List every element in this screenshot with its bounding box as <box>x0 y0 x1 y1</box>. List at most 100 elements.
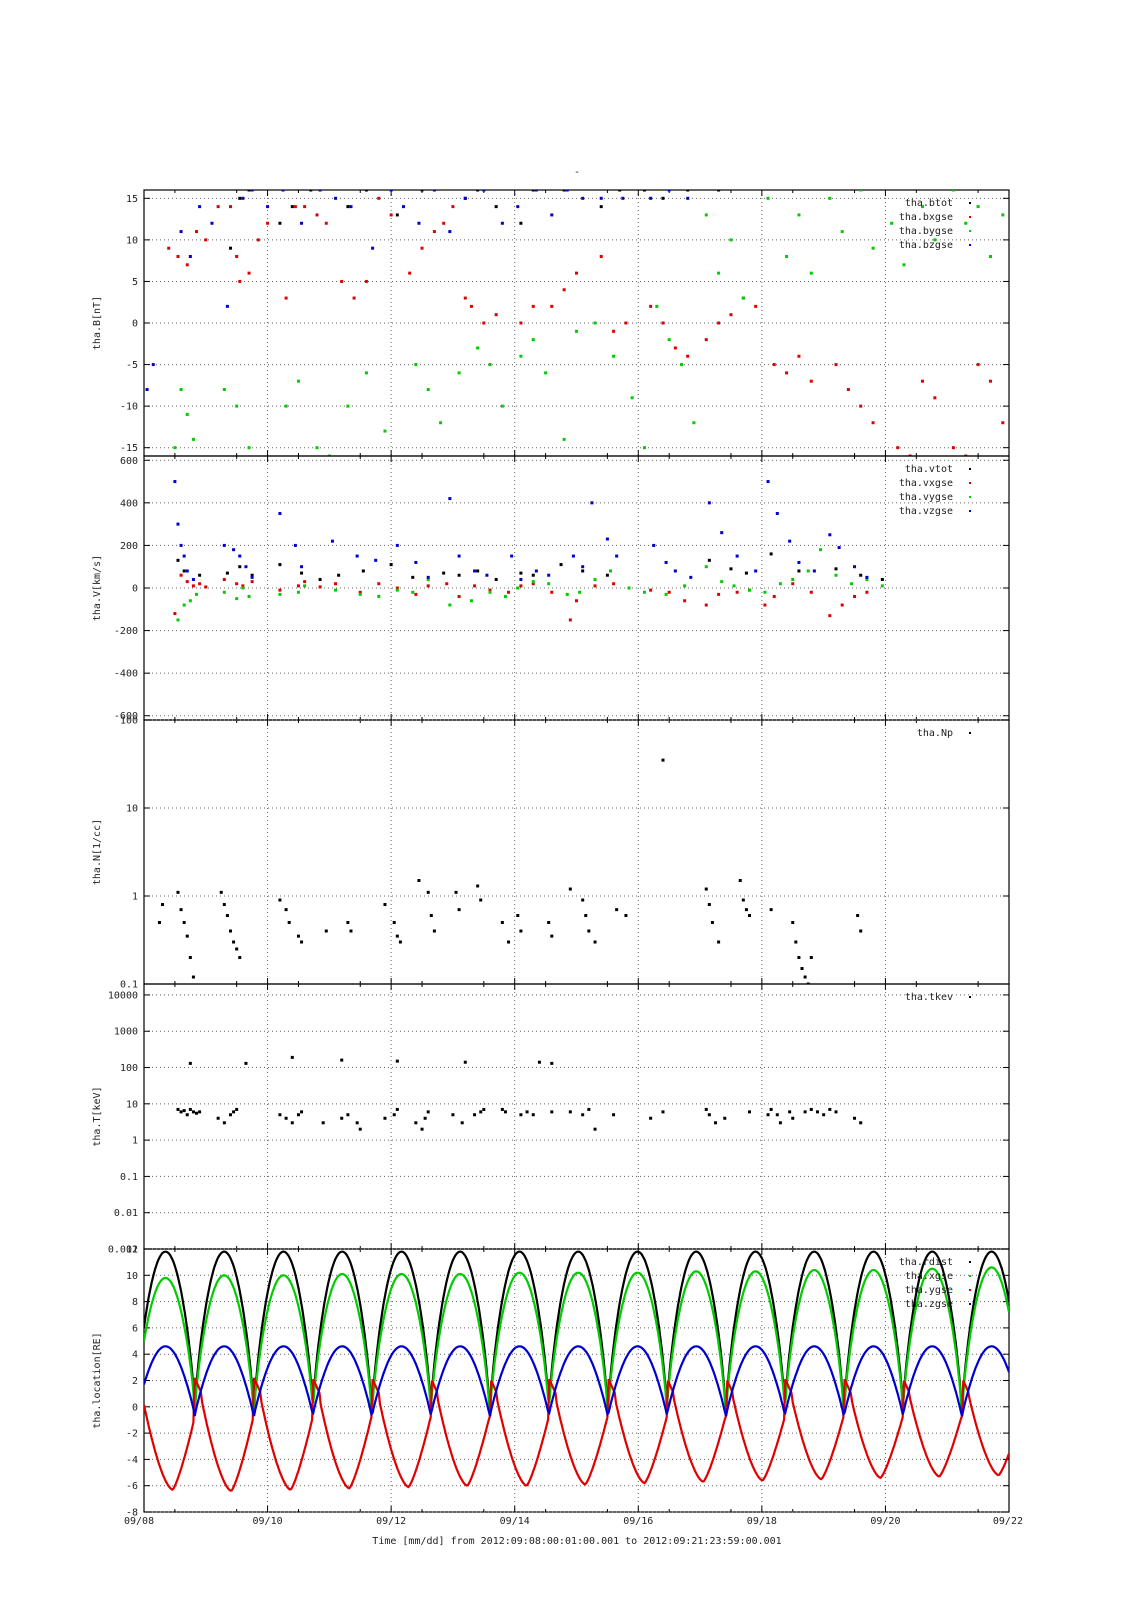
panel-3: 100 10 1 0.1 tha.N[1/cc] tha.Np <box>92 716 1010 991</box>
data-point-tha-tkev <box>519 1113 523 1117</box>
data-point-tha-vzgse <box>510 554 514 558</box>
legend-label: tha.rdist <box>899 1257 953 1268</box>
data-point-tha-bxgse <box>420 246 424 250</box>
data-point-tha-bxgse <box>908 454 912 456</box>
data-point-tha-vzgse <box>547 573 551 577</box>
data-point-tha-bxgse <box>482 321 486 325</box>
data-point-tha-Np <box>479 898 483 902</box>
data-point-tha-Np <box>587 929 591 933</box>
y-tick-label: -6 <box>126 1481 138 1492</box>
data-point-tha-bygse <box>976 205 980 209</box>
y-tick-label: 0.1 <box>120 1172 138 1183</box>
data-point-tha-vxgse <box>250 580 254 584</box>
data-point-tha-vxgse <box>334 582 338 586</box>
data-point-tha-bxgse <box>951 446 955 450</box>
data-point-tha-bzgse <box>686 196 690 200</box>
data-point-tha-vzgse <box>615 554 619 558</box>
data-point-tha-vygse <box>778 582 782 586</box>
data-point-tha-vtot <box>182 569 186 573</box>
data-point-tha-bxgse <box>921 379 924 383</box>
data-point-tha-vygse <box>547 582 551 586</box>
data-point-tha-vzgse <box>176 522 180 526</box>
data-point-tha-vygse <box>806 569 810 573</box>
data-point-tha-vygse <box>278 592 282 596</box>
data-point-tha-vzgse <box>232 548 236 552</box>
data-point-tha-bygse <box>680 363 684 367</box>
data-point-tha-tkev <box>321 1121 325 1125</box>
data-point-tha-vygse <box>763 590 767 594</box>
data-point-tha-bygse <box>809 271 813 275</box>
legend-marker <box>969 1261 971 1263</box>
legend-marker <box>969 996 971 998</box>
data-point-tha-vzgse <box>173 480 177 484</box>
data-point-tha-vygse <box>608 569 612 573</box>
y-tick-label: -200 <box>114 626 138 637</box>
data-point-tha-vygse <box>296 590 300 594</box>
data-point-tha-vygse <box>334 588 338 592</box>
data-point-tha-vtot <box>859 573 863 577</box>
data-point-tha-vtot <box>442 571 446 575</box>
data-point-tha-bxgse <box>871 421 875 425</box>
data-point-tha-vygse <box>411 590 415 594</box>
data-point-tha-Np <box>191 975 195 979</box>
data-point-tha-bygse <box>729 238 733 242</box>
data-point-tha-vzgse <box>519 577 523 581</box>
data-point-tha-Np <box>349 929 353 933</box>
legend: tha.vtot tha.vxgse tha.vygse tha.vzgse <box>899 464 971 517</box>
data-point-tha-vygse <box>195 592 199 596</box>
data-point-tha-bygse <box>717 271 721 275</box>
data-point-tha-vygse <box>819 548 823 552</box>
data-point-tha-bzgse <box>463 196 467 200</box>
figure-title: - <box>574 167 580 178</box>
data-point-tha-tkev <box>395 1107 399 1111</box>
legend-marker <box>969 468 971 470</box>
legend-label: tha.ygse <box>905 1285 953 1296</box>
data-point-tha-vzgse <box>457 554 461 558</box>
data-point-tha-vtot <box>238 565 242 569</box>
data-point-tha-bzgse <box>300 221 304 225</box>
data-point-tha-Np <box>219 890 223 894</box>
data-point-tha-vzgse <box>426 575 430 579</box>
data-point-tha-Np <box>287 920 291 924</box>
data-point-tha-bygse <box>828 196 832 200</box>
data-point-tha-tkev <box>707 1113 711 1117</box>
data-point-tha-bygse <box>642 446 646 450</box>
data-point-tha-bygse <box>655 304 659 308</box>
data-point-tha-bxgse <box>229 205 232 209</box>
data-point-tha-bxgse <box>686 354 690 358</box>
legend-label: tha.vygse <box>899 492 953 503</box>
data-point-tha-vzgse <box>534 569 538 573</box>
data-point-tha-bzgse <box>417 221 421 225</box>
data-point-tha-vzgse <box>812 569 816 573</box>
x-tick-label: 09/12 <box>376 1516 406 1527</box>
panel-5: 09/08 09/10 09/12 09/14 09/16 09/18 09/20 09/22… <box>92 1245 1023 1528</box>
legend-label: tha.vtot <box>905 464 953 475</box>
data-point-tha-vzgse <box>605 537 609 541</box>
data-point-tha-btot <box>642 190 646 192</box>
y-tick-label: 0 <box>132 319 138 330</box>
data-point-tha-bygse <box>890 221 894 225</box>
data-point-tha-bygse <box>921 205 924 209</box>
data-point-tha-Np <box>398 940 402 944</box>
data-point-tha-bzgse <box>402 205 405 209</box>
data-point-tha-bygse <box>364 371 368 375</box>
data-point-tha-vzgse <box>754 569 758 573</box>
legend-label: tha.bzgse <box>899 240 953 251</box>
data-point-tha-tkev <box>828 1107 832 1111</box>
data-point-tha-bygse <box>933 238 937 242</box>
data-point-tha-bxgse <box>315 213 319 217</box>
data-point-tha-bxgse <box>494 313 498 317</box>
data-point-tha-vtot <box>278 563 282 567</box>
data-point-tha-bygse <box>247 446 251 450</box>
data-point-tha-vzgse <box>837 546 841 550</box>
data-point-tha-tkev <box>500 1107 504 1111</box>
data-point-tha-vtot <box>880 577 884 581</box>
legend-label: tha.vxgse <box>899 478 953 489</box>
data-point-tha-tkev <box>395 1059 399 1063</box>
data-point-tha-Np <box>581 898 585 902</box>
data-point-tha-vxgse <box>241 584 245 588</box>
data-point-tha-bxgse <box>846 388 850 391</box>
data-point-tha-Np <box>457 908 461 912</box>
data-point-tha-vxgse <box>828 614 832 618</box>
plot-area <box>173 480 884 622</box>
